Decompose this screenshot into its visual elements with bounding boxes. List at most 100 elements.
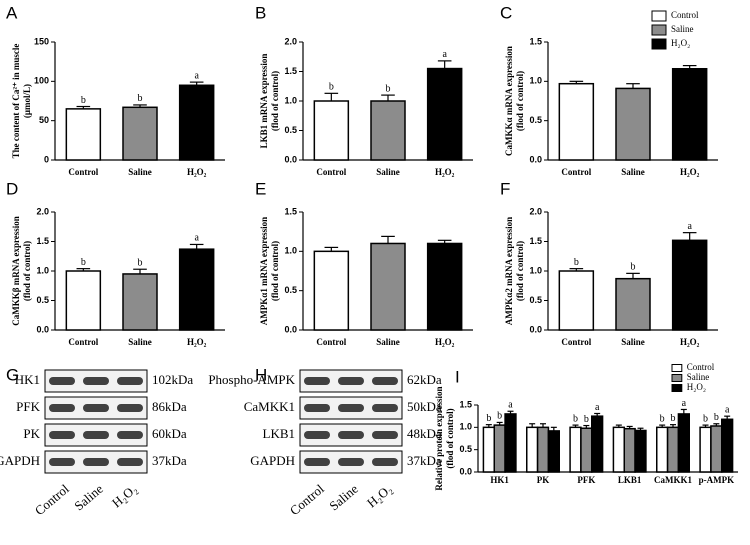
error-bar <box>572 424 579 428</box>
error-bar <box>507 410 514 414</box>
y-tick-label: 100 <box>34 76 49 86</box>
y-tick-label: 1.0 <box>459 422 472 432</box>
y-tick-label: 1.0 <box>284 246 297 256</box>
blot-band <box>304 431 330 439</box>
error-bar <box>324 92 339 101</box>
significance-letter: b <box>660 413 665 424</box>
y-tick-label: 0 <box>44 154 49 164</box>
significance-letter: b <box>497 411 502 422</box>
y-axis-label: AMPKα1 mRNA expression <box>259 217 269 325</box>
blot-band <box>372 404 398 412</box>
significance-letter: b <box>81 95 86 106</box>
error-bar <box>437 239 452 244</box>
size-label: 102kDa <box>152 372 193 387</box>
error-bar <box>76 105 91 109</box>
blot-band <box>49 377 75 385</box>
y-tick-label: 0.5 <box>529 295 542 305</box>
bar <box>558 270 595 331</box>
error-bar <box>569 80 584 84</box>
protein-label: HK1 <box>15 372 40 387</box>
x-tick-label: Saline <box>128 337 152 347</box>
y-axis-label: (flod of control) <box>515 71 525 131</box>
bar <box>699 426 712 473</box>
legend-label: Saline <box>671 24 694 34</box>
bar <box>313 100 350 161</box>
x-tick-label: Control <box>316 167 346 177</box>
lane-label: H₂O₂ <box>364 481 395 510</box>
blot-band <box>117 431 143 439</box>
y-tick-label: 1.5 <box>36 236 49 246</box>
protein-label: GAPDH <box>0 453 40 468</box>
error-bar <box>626 272 640 279</box>
blot-band <box>338 431 364 439</box>
y-tick-label: 1.5 <box>459 399 472 409</box>
error-bar <box>615 424 622 428</box>
y-tick-label: 1.5 <box>284 66 297 76</box>
bar <box>671 239 708 331</box>
significance-letter: b <box>138 93 143 104</box>
significance-letter: a <box>194 233 199 244</box>
error-bar <box>569 268 584 271</box>
x-tick-label: Control <box>68 167 98 177</box>
panel-label: F <box>500 179 510 198</box>
protein-label: CaMKK1 <box>244 399 295 414</box>
error-bar <box>550 426 557 431</box>
y-tick-label: 0.5 <box>459 444 472 454</box>
y-tick-label: 0.5 <box>529 115 542 125</box>
significance-letter: a <box>682 398 687 409</box>
error-bar <box>485 424 492 428</box>
legend-label: Control <box>671 10 699 20</box>
protein-label: Phospho-AMPK <box>208 372 295 387</box>
x-tick-label: PFK <box>577 475 595 485</box>
y-tick-label: 2.0 <box>529 206 542 216</box>
y-tick-label: 150 <box>34 36 49 46</box>
y-axis-label: (flod of control) <box>270 71 280 131</box>
error-bar <box>529 423 536 428</box>
legend-swatch <box>651 10 667 22</box>
legend-label: Control <box>687 362 715 372</box>
error-bar <box>189 81 204 86</box>
y-axis-label: (flod of control) <box>270 241 280 301</box>
size-label: 62kDa <box>407 372 442 387</box>
bar <box>122 273 158 331</box>
error-bar <box>133 268 147 274</box>
y-tick-label: 1.5 <box>284 206 297 216</box>
error-bar <box>381 235 395 244</box>
lane-label: Saline <box>71 481 106 514</box>
bar <box>547 430 561 473</box>
significance-letter: a <box>725 404 730 415</box>
bar <box>526 426 539 473</box>
significance-letter: a <box>508 400 513 411</box>
x-tick-label: PK <box>537 475 550 485</box>
significance-letter: b <box>671 413 676 424</box>
error-bar <box>133 104 147 108</box>
x-tick-label: H₂O₂ <box>680 167 700 177</box>
y-tick-label: 0.0 <box>284 154 297 164</box>
blot-band <box>117 377 143 385</box>
size-label: 37kDa <box>152 453 187 468</box>
error-bar <box>682 232 697 241</box>
error-bar <box>680 408 687 414</box>
bar <box>558 82 595 161</box>
bar <box>370 242 406 331</box>
significance-letter: a <box>442 49 447 60</box>
y-tick-label: 0.0 <box>529 324 542 334</box>
significance-letter: a <box>194 70 199 81</box>
x-tick-label: H₂O₂ <box>435 337 455 347</box>
error-bar <box>324 246 339 252</box>
bar <box>65 270 102 331</box>
x-tick-label: CaMKK1 <box>654 475 692 485</box>
x-tick-label: p-AMPK <box>699 475 735 485</box>
lane-label: H₂O₂ <box>109 481 140 510</box>
x-tick-label: LKB1 <box>618 475 642 485</box>
lane-label: Control <box>32 481 72 518</box>
size-label: 50kDa <box>407 399 442 414</box>
y-axis-label: AMPKα2 mRNA expression <box>504 217 514 325</box>
bar <box>677 413 691 473</box>
blot-band <box>304 404 330 412</box>
y-tick-label: 1.5 <box>529 36 542 46</box>
y-axis-label: Relative protein expression <box>434 386 444 490</box>
significance-letter: b <box>574 257 579 268</box>
x-tick-label: HK1 <box>490 475 509 485</box>
error-bar <box>437 60 452 69</box>
